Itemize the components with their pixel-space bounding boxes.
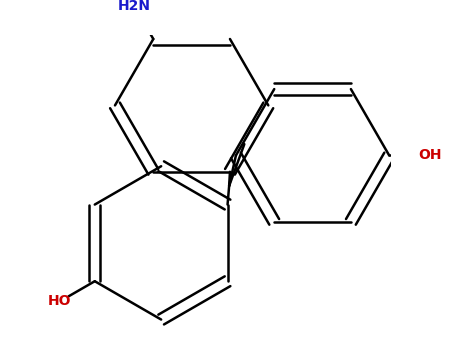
Text: HO: HO <box>48 294 71 308</box>
Text: OH: OH <box>418 148 441 162</box>
Text: H2N: H2N <box>118 0 151 13</box>
